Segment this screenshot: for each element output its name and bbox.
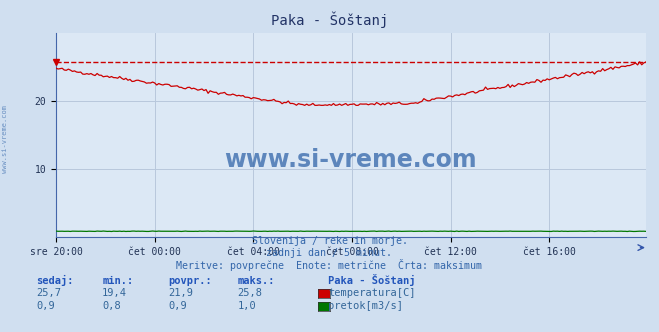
Text: Slovenija / reke in morje.: Slovenija / reke in morje. [252,236,407,246]
Text: povpr.:: povpr.: [168,276,212,286]
Text: Paka - Šoštanj: Paka - Šoštanj [271,12,388,28]
Text: www.si-vreme.com: www.si-vreme.com [225,148,477,172]
Text: Meritve: povprečne  Enote: metrične  Črta: maksimum: Meritve: povprečne Enote: metrične Črta:… [177,259,482,271]
Text: www.si-vreme.com: www.si-vreme.com [2,106,9,173]
Text: 0,9: 0,9 [168,301,186,311]
Text: 0,9: 0,9 [36,301,55,311]
Text: 21,9: 21,9 [168,288,193,298]
Text: 0,8: 0,8 [102,301,121,311]
Text: Paka - Šoštanj: Paka - Šoštanj [328,274,416,286]
Text: 25,8: 25,8 [237,288,262,298]
Text: pretok[m3/s]: pretok[m3/s] [328,301,403,311]
Text: temperatura[C]: temperatura[C] [328,288,416,298]
Text: zadnji dan / 5 minut.: zadnji dan / 5 minut. [266,248,393,258]
Text: 25,7: 25,7 [36,288,61,298]
Text: sedaj:: sedaj: [36,275,74,286]
Text: 19,4: 19,4 [102,288,127,298]
Text: 1,0: 1,0 [237,301,256,311]
Text: maks.:: maks.: [237,276,275,286]
Text: min.:: min.: [102,276,133,286]
